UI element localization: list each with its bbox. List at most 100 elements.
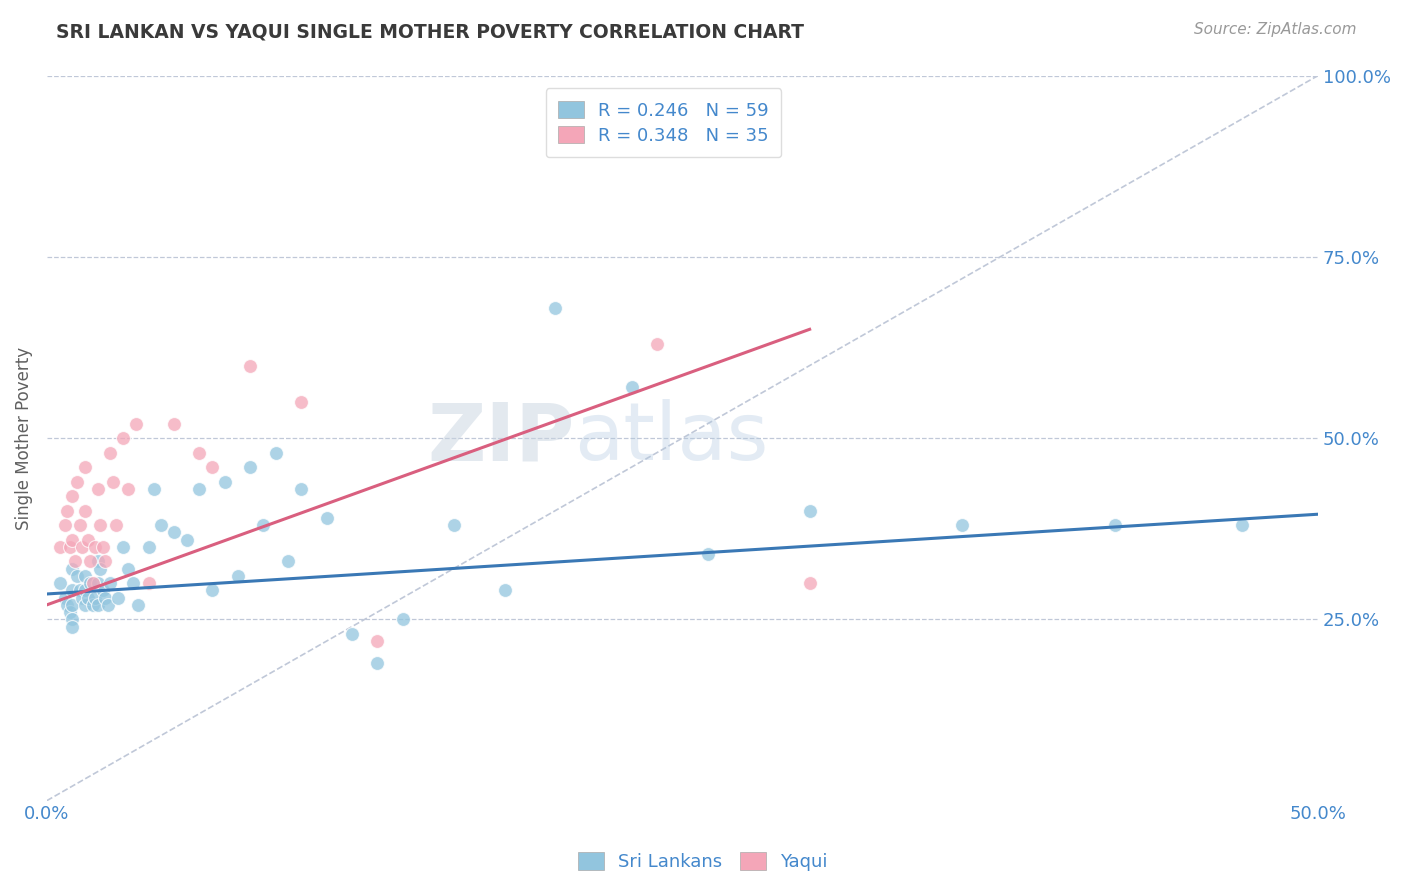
Point — [799, 576, 821, 591]
Point — [66, 475, 89, 489]
Point — [59, 605, 82, 619]
Point — [48, 540, 70, 554]
Point — [56, 598, 79, 612]
Point — [226, 569, 249, 583]
Point — [340, 627, 363, 641]
Point — [1230, 518, 1253, 533]
Point — [94, 554, 117, 568]
Point — [799, 503, 821, 517]
Point — [89, 518, 111, 533]
Point — [252, 518, 274, 533]
Point — [79, 554, 101, 568]
Point — [56, 503, 79, 517]
Point — [290, 482, 312, 496]
Point — [82, 598, 104, 612]
Point — [112, 540, 135, 554]
Point — [112, 431, 135, 445]
Point — [620, 380, 643, 394]
Point — [264, 445, 287, 459]
Point — [366, 656, 388, 670]
Point — [87, 598, 110, 612]
Point — [72, 540, 94, 554]
Legend: Sri Lankans, Yaqui: Sri Lankans, Yaqui — [571, 846, 835, 879]
Point — [1104, 518, 1126, 533]
Point — [122, 576, 145, 591]
Point — [76, 591, 98, 605]
Y-axis label: Single Mother Poverty: Single Mother Poverty — [15, 346, 32, 530]
Point — [63, 554, 86, 568]
Point — [97, 598, 120, 612]
Text: SRI LANKAN VS YAQUI SINGLE MOTHER POVERTY CORRELATION CHART: SRI LANKAN VS YAQUI SINGLE MOTHER POVERT… — [56, 22, 804, 41]
Point — [277, 554, 299, 568]
Point — [239, 359, 262, 373]
Point — [73, 598, 96, 612]
Point — [366, 634, 388, 648]
Point — [73, 503, 96, 517]
Point — [138, 576, 160, 591]
Point — [239, 460, 262, 475]
Point — [89, 561, 111, 575]
Point — [72, 591, 94, 605]
Point — [91, 540, 114, 554]
Legend: R = 0.246   N = 59, R = 0.348   N = 35: R = 0.246 N = 59, R = 0.348 N = 35 — [546, 88, 782, 157]
Point — [214, 475, 236, 489]
Point — [117, 561, 139, 575]
Point — [69, 583, 91, 598]
Point — [66, 569, 89, 583]
Point — [392, 612, 415, 626]
Point — [101, 475, 124, 489]
Text: ZIP: ZIP — [427, 399, 575, 477]
Point — [494, 583, 516, 598]
Point — [60, 489, 83, 503]
Point — [91, 583, 114, 598]
Text: atlas: atlas — [575, 399, 769, 477]
Point — [69, 518, 91, 533]
Point — [163, 525, 186, 540]
Point — [138, 540, 160, 554]
Point — [188, 445, 211, 459]
Point — [84, 591, 107, 605]
Point — [645, 336, 668, 351]
Point — [290, 394, 312, 409]
Point — [697, 547, 720, 561]
Point — [150, 518, 173, 533]
Text: Source: ZipAtlas.com: Source: ZipAtlas.com — [1194, 22, 1357, 37]
Point — [176, 533, 198, 547]
Point — [87, 482, 110, 496]
Point — [107, 591, 129, 605]
Point — [76, 533, 98, 547]
Point — [87, 576, 110, 591]
Point — [188, 482, 211, 496]
Point — [100, 445, 122, 459]
Point — [100, 576, 122, 591]
Point — [201, 583, 224, 598]
Point — [60, 561, 83, 575]
Point — [117, 482, 139, 496]
Point — [60, 619, 83, 633]
Point — [84, 540, 107, 554]
Point — [87, 554, 110, 568]
Point — [53, 591, 76, 605]
Point — [79, 576, 101, 591]
Point — [73, 569, 96, 583]
Point — [60, 583, 83, 598]
Point — [53, 518, 76, 533]
Point — [125, 417, 148, 431]
Point — [60, 612, 83, 626]
Point — [104, 518, 127, 533]
Point — [73, 460, 96, 475]
Point — [201, 460, 224, 475]
Point — [59, 540, 82, 554]
Point — [443, 518, 465, 533]
Point — [60, 533, 83, 547]
Point — [82, 576, 104, 591]
Point — [94, 591, 117, 605]
Point — [163, 417, 186, 431]
Point — [142, 482, 165, 496]
Point — [60, 598, 83, 612]
Point — [950, 518, 973, 533]
Point — [48, 576, 70, 591]
Point — [544, 301, 567, 315]
Point — [73, 583, 96, 598]
Point — [315, 511, 337, 525]
